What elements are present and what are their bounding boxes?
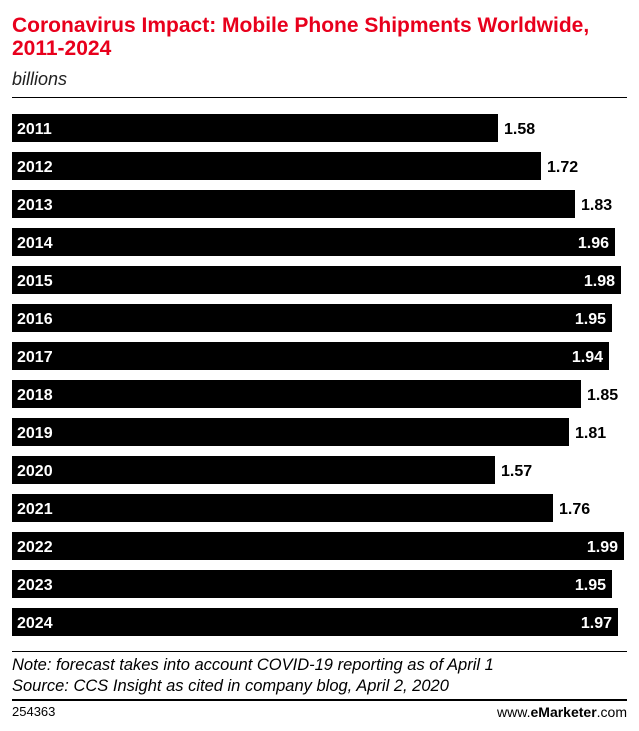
chart-source: Source: CCS Insight as cited in company … [12, 677, 449, 695]
brand-name: Marketer [538, 704, 597, 720]
bar-2023 [12, 570, 612, 598]
category-label-2023: 2023 [17, 577, 53, 594]
value-label-2011: 1.58 [504, 121, 535, 138]
value-label-2021: 1.76 [559, 501, 590, 518]
bar-2017 [12, 342, 609, 370]
value-label-2024: 1.97 [581, 615, 612, 632]
category-label-2022: 2022 [17, 539, 53, 556]
brand-prefix: www. [497, 704, 531, 720]
chart-title: Coronavirus Impact: Mobile Phone Shipmen… [12, 14, 590, 60]
value-label-2013: 1.83 [581, 197, 612, 214]
bar-2016 [12, 304, 612, 332]
category-label-2018: 2018 [17, 387, 53, 404]
brand-e: e [530, 704, 539, 720]
bar-2021 [12, 494, 553, 522]
value-label-2016: 1.95 [575, 311, 606, 328]
bar-2020 [12, 456, 495, 484]
chart-subtitle: billions [12, 69, 68, 89]
bar-2014 [12, 228, 615, 256]
category-label-2015: 2015 [17, 273, 53, 290]
value-label-2018: 1.85 [587, 387, 618, 404]
value-label-2023: 1.95 [575, 577, 606, 594]
value-label-2019: 1.81 [575, 425, 606, 442]
category-label-2014: 2014 [17, 235, 53, 252]
category-label-2016: 2016 [17, 311, 53, 328]
bar-2024 [12, 608, 618, 636]
brand-link[interactable]: www.eMarketer.com [497, 704, 627, 720]
notes-divider [12, 651, 627, 652]
category-label-2020: 2020 [17, 463, 53, 480]
value-label-2015: 1.98 [584, 273, 615, 290]
bar-2013 [12, 190, 575, 218]
category-label-2024: 2024 [17, 615, 53, 632]
bar-2022 [12, 532, 624, 560]
category-label-2019: 2019 [17, 425, 53, 442]
value-label-2014: 1.96 [578, 235, 609, 252]
title-divider [12, 97, 627, 98]
value-label-2022: 1.99 [587, 539, 618, 556]
bar-2015 [12, 266, 621, 294]
bar-2018 [12, 380, 581, 408]
category-label-2013: 2013 [17, 197, 53, 214]
category-label-2011: 2011 [17, 121, 52, 138]
category-label-2021: 2021 [17, 501, 53, 518]
value-label-2012: 1.72 [547, 159, 578, 176]
category-label-2012: 2012 [17, 159, 53, 176]
value-label-2020: 1.57 [501, 463, 532, 480]
bar-2012 [12, 152, 541, 180]
footer-divider [12, 699, 627, 701]
bar-2019 [12, 418, 569, 446]
brand-suffix: .com [596, 704, 627, 720]
chart-id: 254363 [12, 704, 56, 719]
chart-note: Note: forecast takes into account COVID-… [12, 656, 494, 674]
category-label-2017: 2017 [17, 349, 53, 366]
bar-2011 [12, 114, 498, 142]
value-label-2017: 1.94 [572, 349, 603, 366]
